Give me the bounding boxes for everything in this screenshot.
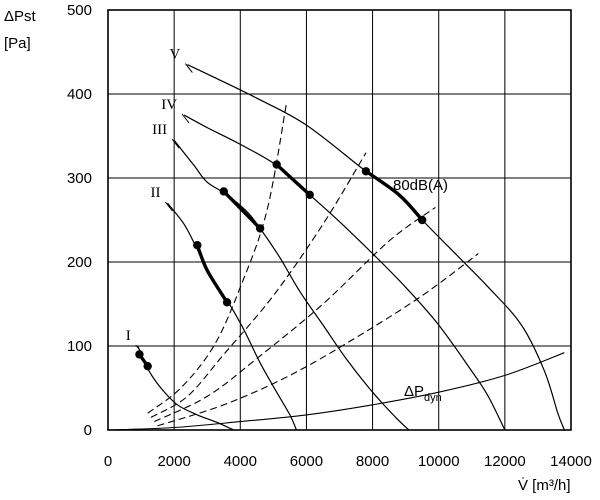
fan-curves	[137, 64, 565, 431]
fan-curve-III	[173, 139, 410, 431]
dynamic-pressure-curve	[107, 352, 565, 431]
tick-labels: 0 2000 4000 6000 8000 10000 12000 14000 0 100 200 3…	[67, 2, 592, 470]
x-tick-label-5: 10000	[418, 453, 460, 470]
curve-label-leader-I	[135, 344, 144, 355]
operating-segment-V	[364, 169, 424, 222]
x-tick-label-2: 4000	[224, 453, 257, 470]
dashed-line-2	[150, 152, 367, 418]
dyn-pressure-line	[107, 352, 565, 431]
x-tick-label-7: 14000	[550, 453, 592, 470]
y-tick-label-5: 500	[67, 2, 92, 19]
annotations: 80dB(A) ΔPdyn	[393, 177, 448, 404]
dyn-label-sub: dyn	[424, 392, 442, 404]
y-axis-title-line2: [Pa]	[4, 35, 31, 52]
grid	[107, 9, 572, 431]
operating-point-I-start	[135, 350, 144, 359]
operating-point-III-end	[255, 224, 265, 233]
x-tick-label-4: 8000	[356, 453, 389, 470]
y-axis-title-line1: ΔPst	[4, 8, 37, 25]
y-tick-label-0: 0	[84, 422, 92, 439]
x-axis-title: V̇ [m³/h]	[518, 477, 571, 494]
dashed-lines	[147, 102, 479, 427]
curve-label-II: II	[151, 185, 161, 201]
fan-curve-II	[167, 202, 298, 431]
dyn-label-main: ΔP	[404, 383, 424, 400]
dashed-line-4	[157, 253, 479, 427]
axes	[107, 9, 572, 431]
operating-point-V-start	[361, 167, 371, 176]
operating-point-IV-start	[272, 160, 281, 169]
operating-point-III-start	[219, 187, 228, 196]
x-tick-label-0: 0	[104, 453, 112, 470]
y-tick-label-3: 300	[67, 170, 92, 187]
curve-label-III: III	[152, 122, 167, 138]
axis-titles: ΔPst [Pa] V̇ [m³/h]	[4, 8, 571, 494]
operating-points	[135, 160, 427, 371]
curve-label-leader-IV	[181, 113, 190, 124]
curve-label-leader-III	[171, 138, 180, 149]
operating-segment-IV	[275, 162, 312, 197]
y-tick-label-1: 100	[67, 338, 92, 355]
curve-label-leader-V	[184, 63, 193, 73]
operating-point-II-start	[193, 241, 202, 250]
x-tick-label-1: 2000	[157, 453, 190, 470]
x-tick-label-3: 6000	[290, 453, 323, 470]
fan-curve-I	[137, 345, 234, 431]
plot-frame	[107, 9, 572, 431]
fan-curve-V	[187, 64, 565, 431]
dyn-label: ΔPdyn	[404, 383, 442, 404]
dashed-line-1	[147, 102, 288, 414]
curve-label-I: I	[126, 328, 131, 344]
operating-point-V-end	[417, 215, 427, 225]
y-tick-label-2: 200	[67, 254, 92, 271]
y-tick-label-4: 400	[67, 86, 92, 103]
operating-point-II-end	[222, 298, 232, 307]
operating-point-I-end	[143, 361, 152, 371]
curve-label-leader-II	[165, 201, 173, 212]
curve-label-IV: IV	[161, 97, 177, 113]
db-label: 80dB(A)	[393, 177, 448, 194]
operating-segment-II	[195, 243, 229, 304]
curve-label-V: V	[170, 47, 181, 63]
fan-curve-IV	[183, 114, 506, 431]
operating-segments	[137, 162, 424, 368]
x-tick-label-6: 12000	[484, 453, 526, 470]
dashed-line-3	[154, 206, 436, 423]
operating-point-IV-end	[305, 190, 314, 199]
operating-segment-III	[222, 189, 262, 231]
